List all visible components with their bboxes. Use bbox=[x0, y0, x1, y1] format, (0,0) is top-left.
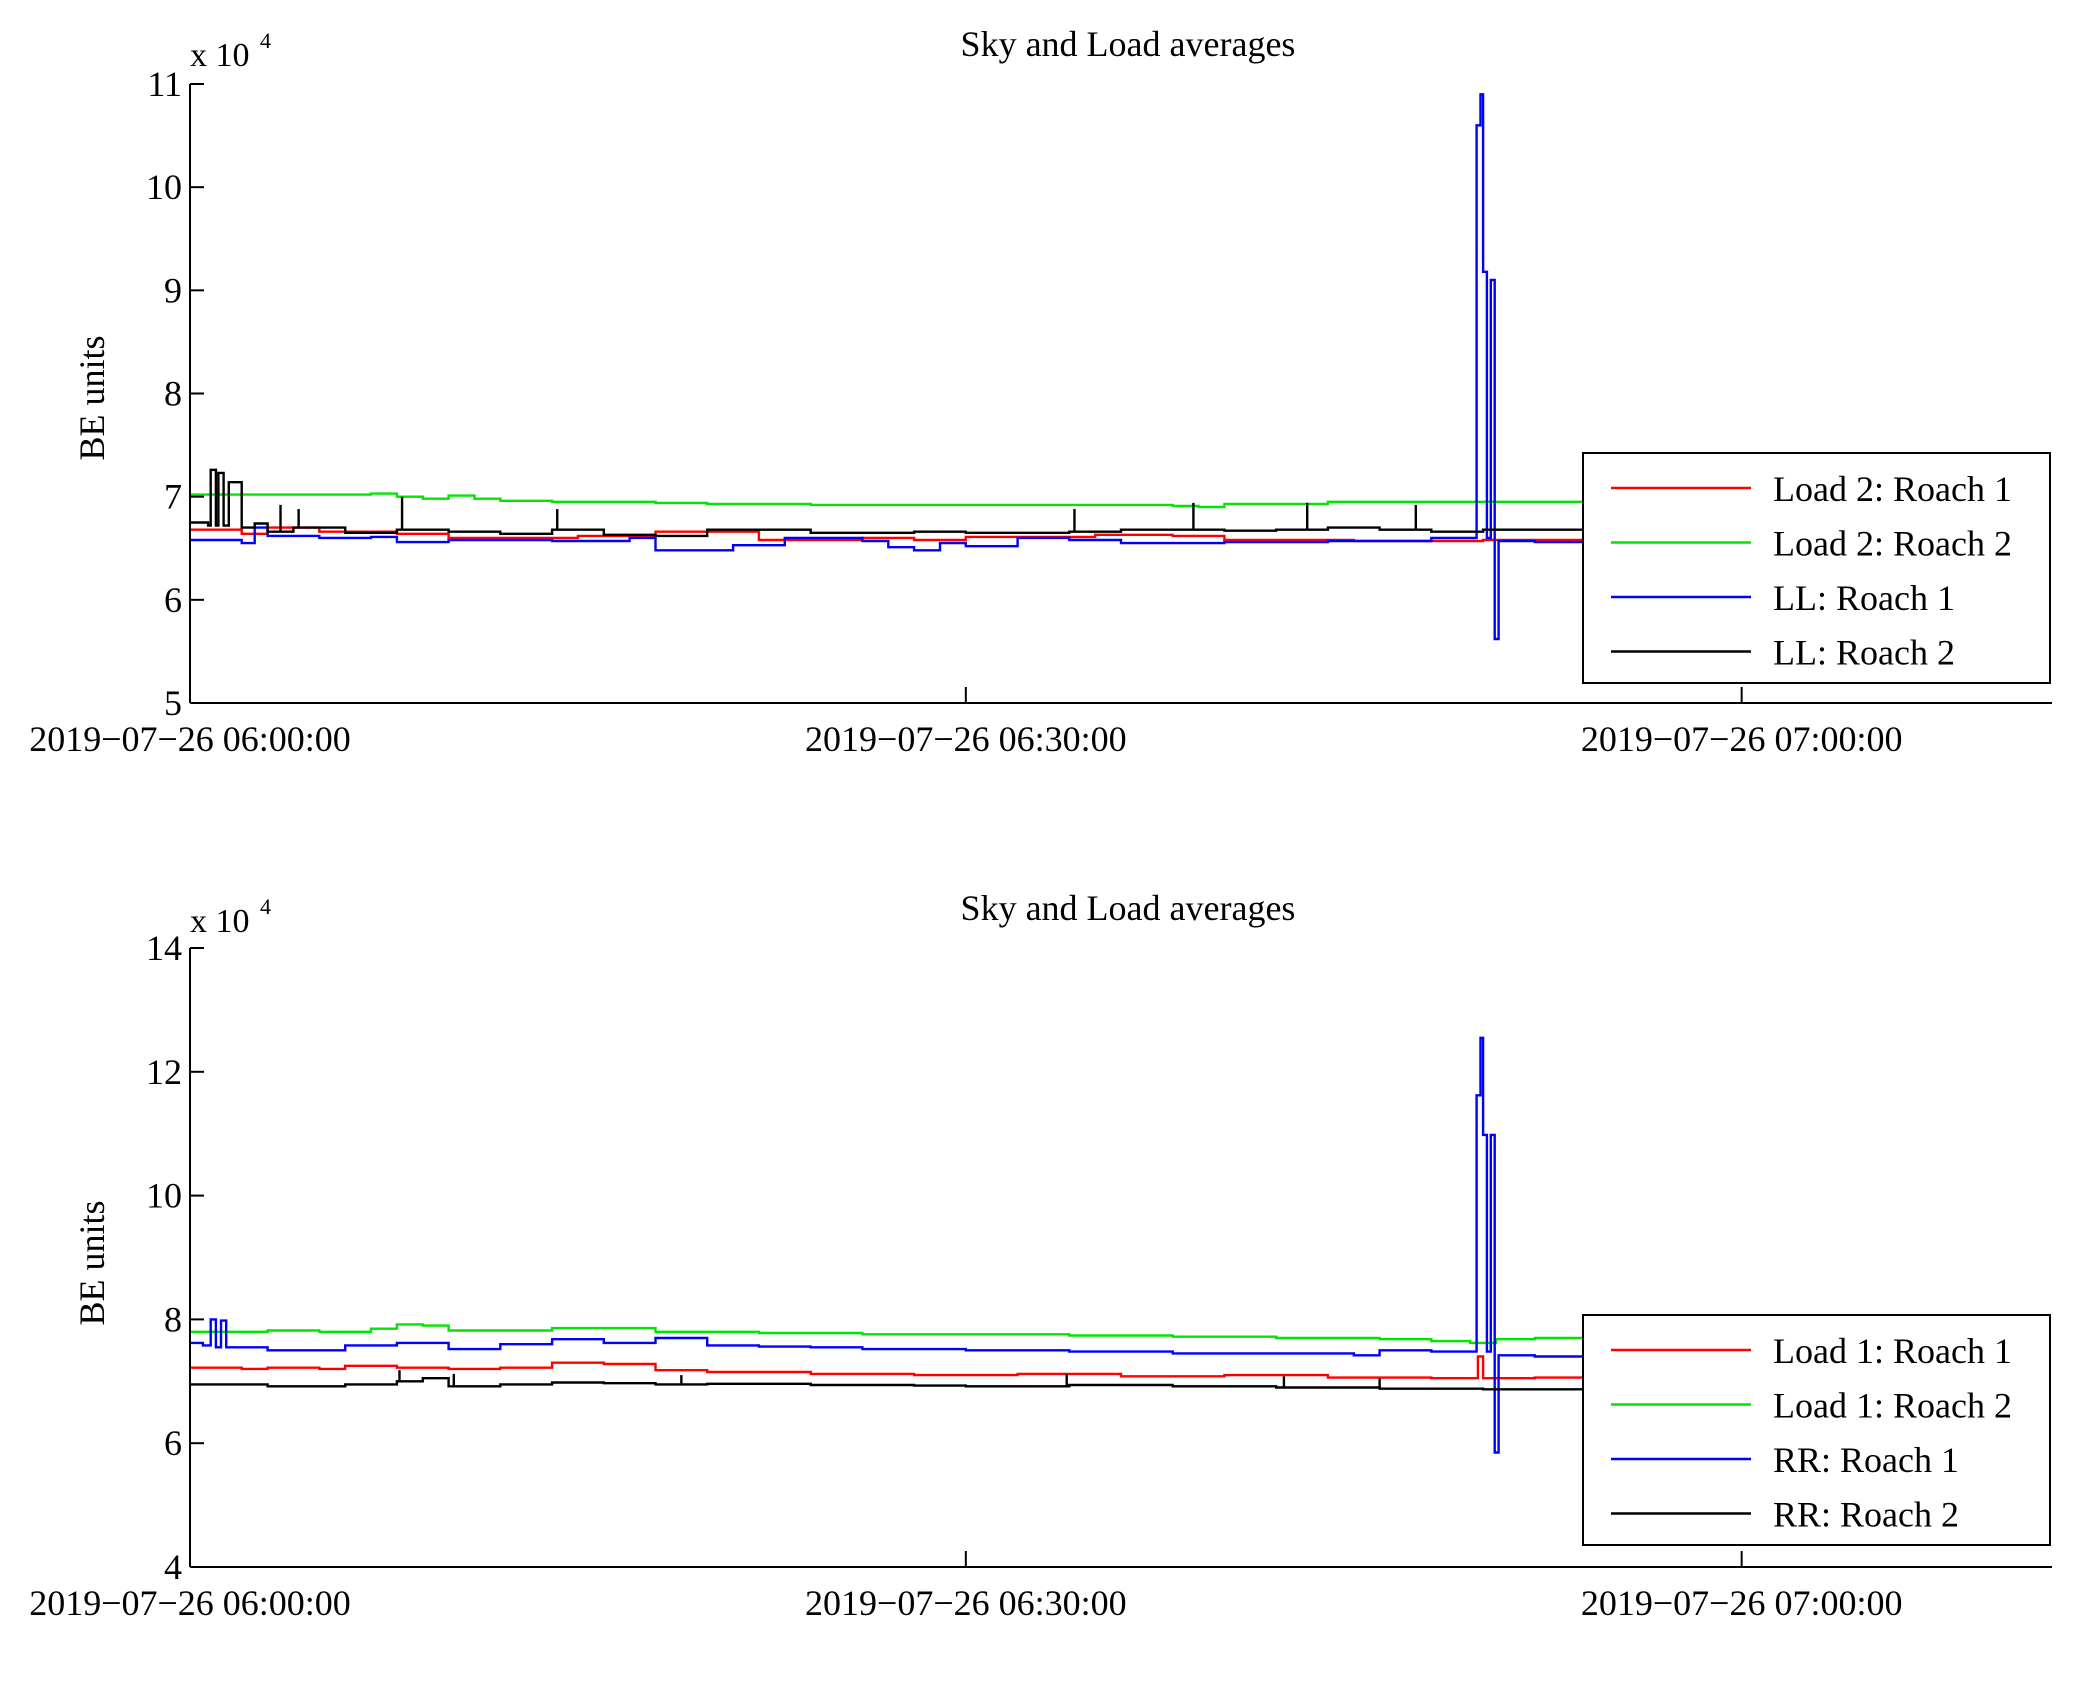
subplot-top: Sky and Load averages BE units x 10 4 5 6… bbox=[29, 24, 2052, 759]
legend-label: RR: Roach 1 bbox=[1773, 1440, 1959, 1480]
y-tick-label: 14 bbox=[146, 928, 182, 968]
subplot-bottom: Sky and Load averages BE units x 10 4 4 6… bbox=[29, 888, 2052, 1623]
series-line-ll-roach-1 bbox=[190, 93, 1820, 641]
legend-label: Load 1: Roach 1 bbox=[1773, 1331, 2012, 1371]
legend-box bbox=[1582, 452, 2051, 684]
legend-label: LL: Roach 1 bbox=[1773, 578, 1955, 618]
series-line-ll-roach-2 bbox=[190, 468, 1820, 538]
y-axis-label: BE units bbox=[72, 335, 112, 460]
x-tick-label: 2019−07−26 06:30:00 bbox=[805, 1583, 1127, 1623]
y-tick-label: 7 bbox=[164, 477, 182, 517]
y-ticks: 4 6 8 10 12 14 bbox=[146, 928, 204, 1587]
legend-label: RR: Roach 2 bbox=[1773, 1495, 1959, 1535]
y-tick-label: 4 bbox=[164, 1547, 182, 1587]
y-multiplier-exponent: 4 bbox=[260, 894, 271, 919]
legend-label: Load 1: Roach 2 bbox=[1773, 1386, 2012, 1426]
y-multiplier-exponent: 4 bbox=[260, 28, 271, 53]
y-multiplier-base: x 10 bbox=[190, 37, 250, 74]
plot-area bbox=[190, 1036, 1820, 1454]
series-line-load-2-roach-2 bbox=[190, 492, 1820, 509]
y-tick-label: 10 bbox=[146, 1176, 182, 1216]
legend: Load 2: Roach 1 Load 2: Roach 2 LL: Roach … bbox=[1582, 452, 2051, 684]
legend-label: Load 2: Roach 2 bbox=[1773, 524, 2012, 564]
x-ticks: 2019−07−26 06:00:00 2019−07−26 06:30:00 20… bbox=[29, 1551, 1902, 1623]
y-tick-label: 6 bbox=[164, 1423, 182, 1463]
x-ticks: 2019−07−26 06:00:00 2019−07−26 06:30:00 20… bbox=[29, 687, 1902, 759]
chart-title: Sky and Load averages bbox=[961, 24, 1296, 64]
x-tick-label: 2019−07−26 06:30:00 bbox=[805, 719, 1127, 759]
legend: Load 1: Roach 1 Load 1: Roach 2 RR: Roach … bbox=[1582, 1314, 2051, 1546]
y-tick-label: 10 bbox=[146, 167, 182, 207]
y-multiplier-base: x 10 bbox=[190, 903, 250, 940]
y-tick-label: 5 bbox=[164, 683, 182, 723]
y-multiplier: x 10 4 bbox=[190, 894, 271, 940]
y-tick-label: 12 bbox=[146, 1052, 182, 1092]
y-tick-label: 11 bbox=[147, 64, 182, 104]
series-line-rr-roach-1 bbox=[190, 1036, 1820, 1454]
y-tick-label: 8 bbox=[164, 374, 182, 414]
legend-box bbox=[1582, 1314, 2051, 1546]
y-ticks: 5 6 7 8 9 10 11 bbox=[146, 64, 204, 723]
series-line-load-1-roach-1 bbox=[190, 1355, 1820, 1380]
chart-title: Sky and Load averages bbox=[961, 888, 1296, 928]
x-tick-label: 2019−07−26 07:00:00 bbox=[1581, 719, 1903, 759]
y-multiplier: x 10 4 bbox=[190, 28, 271, 74]
y-tick-label: 9 bbox=[164, 270, 182, 310]
x-tick-label: 2019−07−26 07:00:00 bbox=[1581, 1583, 1903, 1623]
y-axis-label: BE units bbox=[72, 1200, 112, 1325]
series-line-load-1-roach-2 bbox=[190, 1323, 1820, 1345]
series-line-rr-roach-2 bbox=[190, 1377, 1820, 1392]
x-tick-label: 2019−07−26 06:00:00 bbox=[29, 1583, 351, 1623]
legend-label: Load 2: Roach 1 bbox=[1773, 469, 2012, 509]
plot-area bbox=[190, 93, 1820, 641]
x-tick-label: 2019−07−26 06:00:00 bbox=[29, 719, 351, 759]
legend-label: LL: Roach 2 bbox=[1773, 633, 1955, 673]
y-tick-label: 6 bbox=[164, 580, 182, 620]
y-tick-label: 8 bbox=[164, 1299, 182, 1339]
